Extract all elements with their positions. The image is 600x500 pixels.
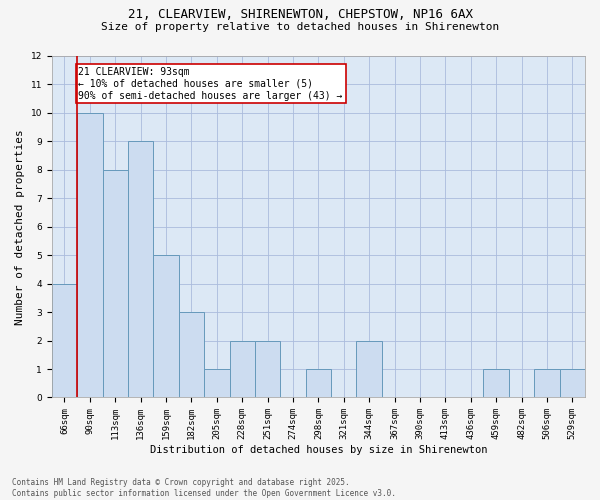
Text: Size of property relative to detached houses in Shirenewton: Size of property relative to detached ho… [101,22,499,32]
X-axis label: Distribution of detached houses by size in Shirenewton: Distribution of detached houses by size … [149,445,487,455]
Bar [179,312,204,398]
Bar [77,113,103,398]
Bar [128,142,154,398]
Text: 21, CLEARVIEW, SHIRENEWTON, CHEPSTOW, NP16 6AX: 21, CLEARVIEW, SHIRENEWTON, CHEPSTOW, NP… [128,8,473,20]
Bar [204,369,230,398]
Y-axis label: Number of detached properties: Number of detached properties [15,129,25,324]
Bar [103,170,128,398]
Bar [154,255,179,398]
Bar [305,369,331,398]
Bar [560,369,585,398]
Bar [255,340,280,398]
Bar [534,369,560,398]
Bar [52,284,77,398]
Bar [356,340,382,398]
Text: Contains HM Land Registry data © Crown copyright and database right 2025.
Contai: Contains HM Land Registry data © Crown c… [12,478,396,498]
Bar [230,340,255,398]
Bar [484,369,509,398]
Text: 21 CLEARVIEW: 93sqm
← 10% of detached houses are smaller (5)
90% of semi-detache: 21 CLEARVIEW: 93sqm ← 10% of detached ho… [79,68,343,100]
